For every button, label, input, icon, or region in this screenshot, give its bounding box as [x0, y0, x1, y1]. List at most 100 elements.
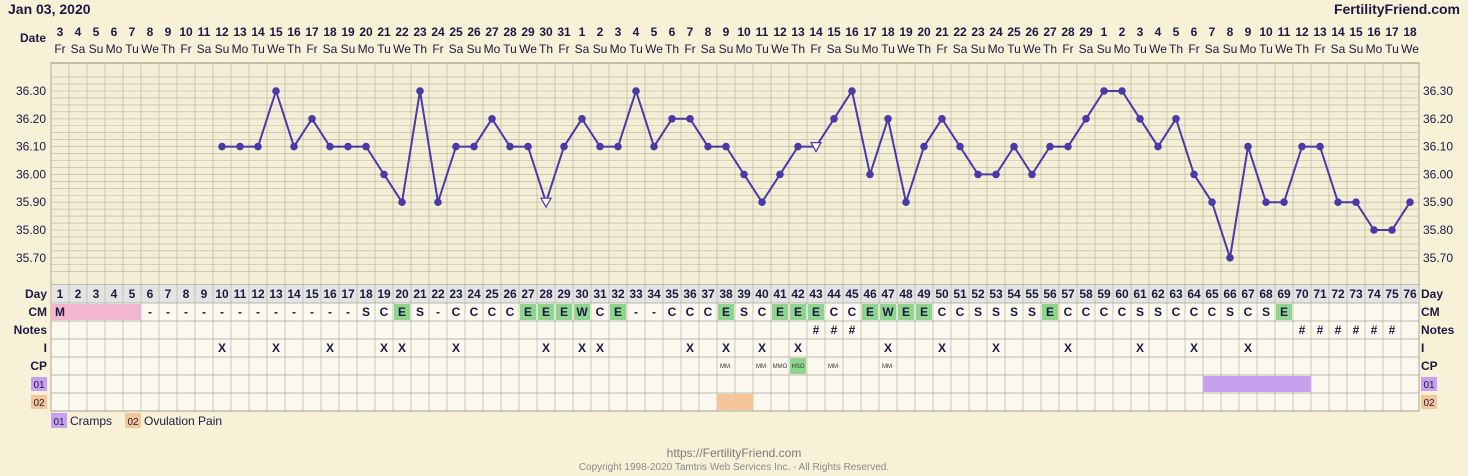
weekday-label: Su [89, 42, 104, 56]
cm-value: C [380, 305, 389, 319]
temperature-point [866, 170, 874, 179]
cm-value: E [866, 305, 874, 319]
temperature-point [632, 87, 640, 95]
date-label: 11 [756, 25, 769, 39]
day-number: 40 [755, 287, 769, 301]
date-label: 6 [1191, 25, 1198, 39]
row-label-i: I [44, 341, 47, 355]
footer-url[interactable]: https://FertilityFriend.com [667, 446, 802, 460]
cm-value: C [830, 305, 839, 319]
cm-value: S [362, 305, 370, 319]
row-label-cp: CP [30, 359, 47, 373]
date-label: 3 [57, 25, 64, 39]
chart-date: Jan 03, 2020 [8, 1, 91, 17]
weekday-label: Su [1349, 42, 1364, 56]
date-label: 9 [1245, 25, 1252, 39]
y-tick-label-left: 36.00 [16, 167, 46, 181]
cm-eggwhite-cell [880, 304, 896, 320]
cm-value: S [416, 305, 424, 319]
cm-value: C [1190, 305, 1199, 319]
date-label: 8 [1227, 25, 1234, 39]
weekday-label: Tu [1385, 42, 1399, 56]
date-label: 25 [1007, 25, 1021, 39]
day-number: 69 [1277, 287, 1291, 301]
date-label: 4 [1155, 25, 1162, 39]
weekday-label: Tu [755, 42, 769, 56]
weekday-label: Sa [323, 42, 338, 56]
temperature-point [1190, 170, 1198, 179]
temperature-point [1046, 142, 1054, 151]
date-label: 29 [1079, 25, 1093, 39]
cm-eggwhite-cell [520, 304, 536, 320]
weekday-label: Su [971, 42, 986, 56]
cm-value: - [166, 305, 170, 319]
date-label: 22 [953, 25, 967, 39]
day-number: 50 [935, 287, 949, 301]
temperature-point [1406, 198, 1414, 206]
weekday-label: Tu [125, 42, 139, 56]
day-number: 54 [1007, 287, 1021, 301]
weekday-label: Mo [232, 42, 249, 56]
temperature-point [470, 142, 478, 151]
cm-eggwhite-cell [538, 304, 554, 320]
legend-label-1: Ovulation Pain [144, 414, 222, 428]
intercourse-marker: X [1136, 341, 1144, 355]
note-marker: # [1317, 323, 1324, 337]
symptom-badge-right-s2 [1421, 395, 1437, 409]
temperature-point [758, 198, 766, 206]
date-label: 12 [773, 25, 787, 39]
temperature-point [974, 170, 982, 179]
day-number: 28 [539, 287, 553, 301]
weekday-label: Mo [106, 42, 123, 56]
date-label: 20 [359, 25, 373, 39]
weekday-label: Mo [358, 42, 375, 56]
day-number: 10 [215, 287, 229, 301]
day-number: 61 [1133, 287, 1147, 301]
day-number: 49 [917, 287, 931, 301]
temperature-point [434, 198, 442, 206]
cm-value: S [974, 305, 982, 319]
weekday-label: Fr [810, 42, 821, 56]
cm-value: - [202, 305, 206, 319]
intercourse-marker: X [578, 341, 586, 355]
cm-value: E [398, 305, 406, 319]
symptom-label-s1: 01 [33, 380, 45, 391]
date-label: 7 [129, 25, 136, 39]
day-number: 46 [863, 287, 877, 301]
date-label: 16 [1367, 25, 1381, 39]
footer-copyright: Copyright 1998-2020 Tamtris Web Services… [579, 462, 889, 473]
symptom-label-s2: 02 [33, 398, 45, 409]
date-label: 21 [377, 25, 391, 39]
weekday-label: Sa [71, 42, 86, 56]
weekday-label: Tu [629, 42, 643, 56]
date-label: 30 [539, 25, 553, 39]
cm-value: E [812, 305, 820, 319]
day-number: 75 [1385, 287, 1399, 301]
day-number: 15 [305, 287, 319, 301]
date-label: 16 [845, 25, 859, 39]
day-number: 42 [791, 287, 805, 301]
cm-value: - [184, 305, 188, 319]
cm-value: C [938, 305, 947, 319]
cm-value: E [542, 305, 550, 319]
day-number: 4 [111, 287, 118, 301]
temperature-point [830, 115, 838, 123]
cm-value: - [652, 305, 656, 319]
date-label: 17 [1385, 25, 1399, 39]
weekday-label: We [1401, 42, 1419, 56]
cm-value: - [436, 305, 440, 319]
cramps-cell [1221, 376, 1239, 392]
day-number: 51 [953, 287, 967, 301]
cm-eggwhite-cell [862, 304, 878, 320]
temperature-point [1010, 142, 1018, 151]
symptom-label-right-s2: 02 [1423, 398, 1435, 409]
date-label: 5 [1173, 25, 1180, 39]
brand-name[interactable]: FertilityFriend.com [1334, 1, 1460, 17]
weekday-label: Su [467, 42, 482, 56]
day-number: 1 [57, 287, 64, 301]
date-label: 13 [1313, 25, 1327, 39]
date-label: 14 [251, 25, 265, 39]
temperature-point [236, 142, 244, 151]
date-label: 7 [687, 25, 694, 39]
